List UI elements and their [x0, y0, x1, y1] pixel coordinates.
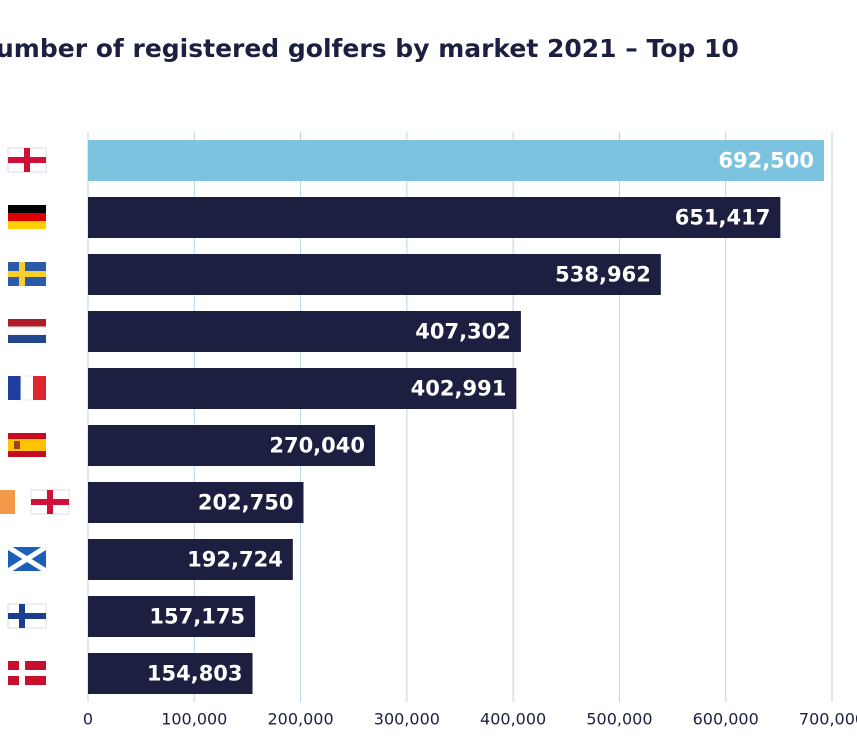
value-label: 407,302	[415, 320, 511, 344]
value-label: 202,750	[198, 491, 294, 515]
x-tick-label: 400,000	[480, 710, 546, 729]
value-label: 270,040	[269, 434, 365, 458]
value-label: 651,417	[675, 206, 771, 230]
bar	[88, 596, 256, 637]
value-label: 154,803	[147, 662, 243, 686]
bar	[88, 311, 521, 352]
x-tick-label: 700,000	[799, 710, 857, 729]
bar	[88, 425, 376, 466]
chart-title: umber of registered golfers by market 20…	[0, 34, 739, 63]
value-label: 402,991	[411, 377, 507, 401]
x-tick-label: 100,000	[161, 710, 227, 729]
value-label: 538,962	[555, 263, 651, 287]
value-label: 192,724	[187, 548, 283, 572]
bar	[88, 653, 253, 694]
flags	[0, 147, 70, 685]
bar	[88, 197, 781, 238]
bar	[88, 254, 661, 295]
value-label: 157,175	[149, 605, 245, 629]
bar	[88, 482, 304, 523]
x-tick-label: 300,000	[374, 710, 440, 729]
x-tick-label: 500,000	[586, 710, 652, 729]
bar	[88, 140, 825, 181]
bar	[88, 368, 517, 409]
x-tick-label: 200,000	[267, 710, 333, 729]
value-label: 692,500	[718, 149, 814, 173]
bar	[88, 539, 293, 580]
x-tick-label: 600,000	[693, 710, 759, 729]
x-tick-label: 0	[83, 710, 93, 729]
